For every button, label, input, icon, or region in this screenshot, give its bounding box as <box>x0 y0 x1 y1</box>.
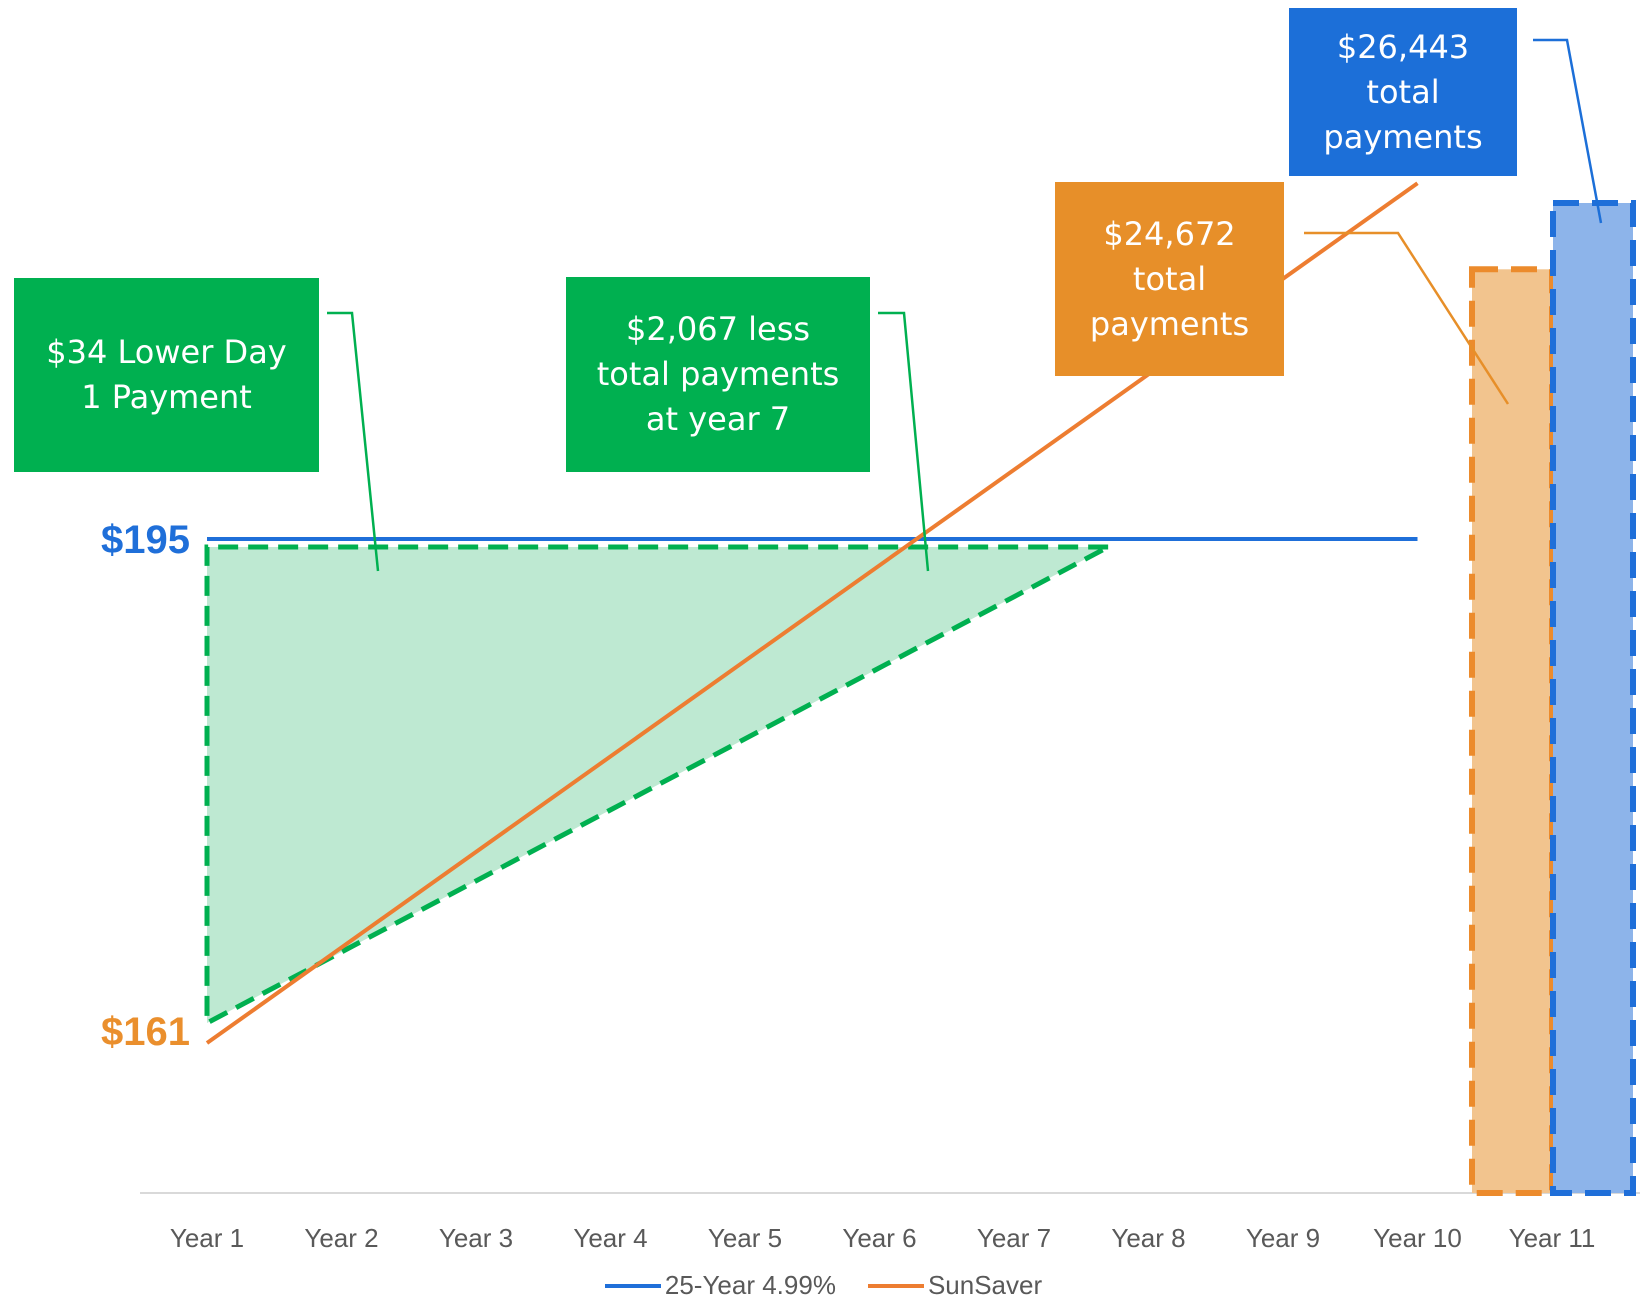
legend-line-swatch <box>604 1283 661 1288</box>
total-callout-leader <box>878 311 930 572</box>
x-tick-label: Year 6 <box>842 1223 916 1253</box>
loan-total-callout: $26,443 total payments <box>1289 8 1517 176</box>
x-tick-label: Year 4 <box>573 1223 647 1253</box>
sunsaver-total-bar <box>1469 266 1555 1196</box>
x-tick-label: Year 10 <box>1373 1223 1462 1253</box>
x-tick-label: Year 1 <box>170 1223 244 1253</box>
sunsaver-payment-value-label: $161 <box>101 1010 190 1054</box>
x-tick-label: Year 3 <box>439 1223 513 1253</box>
day1-savings-callout: $34 Lower Day 1 Payment <box>14 278 319 472</box>
loan-total-bar <box>1550 200 1636 1196</box>
legend-label: SunSaver <box>927 1270 1043 1300</box>
total-savings-callout: $2,067 less total payments at year 7 <box>566 277 870 472</box>
x-tick-label: Year 11 <box>1509 1223 1596 1253</box>
loan-callout-leader <box>1533 38 1603 224</box>
legend-line-swatch <box>867 1283 924 1288</box>
sunsaver-total-callout: $24,672 total payments <box>1055 182 1284 376</box>
x-tick-label: Year 8 <box>1111 1223 1185 1253</box>
x-tick-label: Year 2 <box>304 1223 378 1253</box>
x-tick-label: Year 9 <box>1246 1223 1320 1253</box>
savings-area-outline <box>204 544 1110 1028</box>
legend-item-loan: 25-Year 4.99% <box>604 1270 836 1301</box>
legend-label: 25-Year 4.99% <box>664 1270 836 1300</box>
x-tick-label: Year 5 <box>708 1223 782 1253</box>
x-tick-label: Year 7 <box>977 1223 1051 1253</box>
legend-item-sunsaver: SunSaver <box>867 1270 1043 1301</box>
sunsaver-callout-leader <box>1304 231 1510 405</box>
loan-payment-value-label: $195 <box>101 518 190 562</box>
legend: 25-Year 4.99% SunSaver <box>0 1270 1647 1301</box>
day1-callout-leader <box>327 311 380 572</box>
